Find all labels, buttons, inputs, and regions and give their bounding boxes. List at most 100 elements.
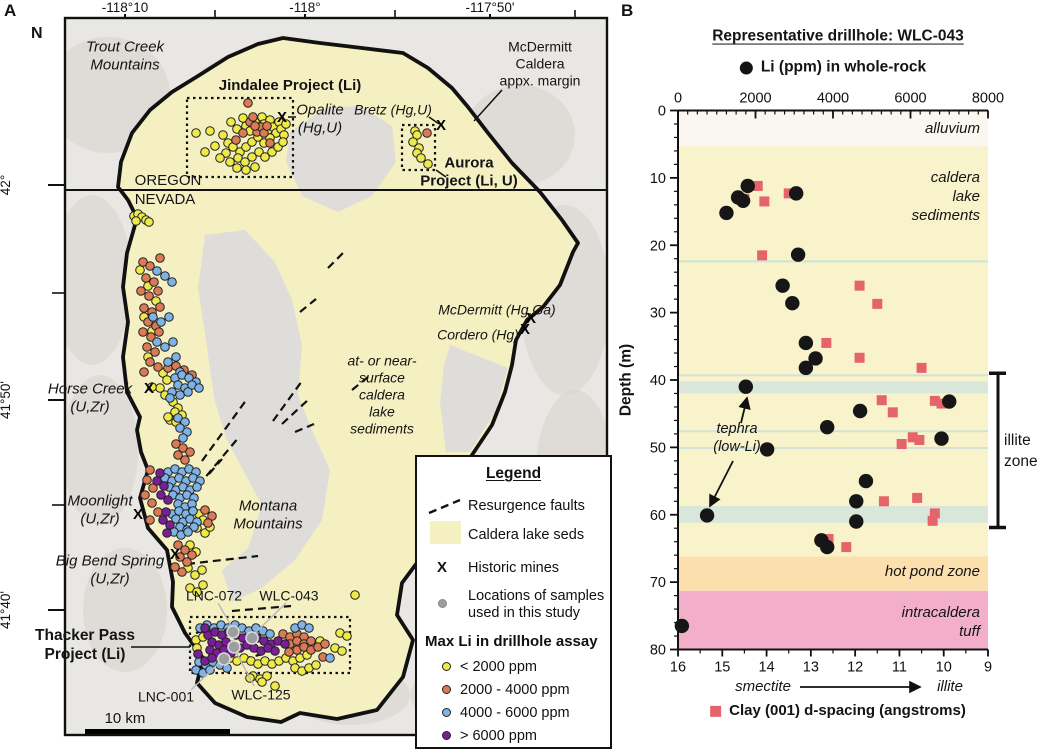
drillhole-dot-orange (173, 540, 183, 550)
aurora-project-box (400, 123, 437, 172)
scale-bar (85, 729, 230, 735)
li-ppm-point (798, 360, 814, 376)
moonlight-mine-label: Moonlight (U,Zr) (67, 492, 133, 528)
caldera-lake-seds-area (118, 38, 578, 722)
drillhole-dot-yellow (281, 119, 291, 129)
drillhole-dot-purple (162, 528, 172, 538)
drillhole-dot-purple (280, 639, 290, 649)
resurgence-fault (186, 554, 259, 566)
depth-tick-label: 60 (650, 508, 666, 524)
zone-label-lake-seds: caldera lake sediments (911, 169, 980, 224)
drillhole-dot-orange (136, 286, 146, 296)
drillhole-dots-blue (148, 266, 335, 678)
top-tick-label: 2000 (739, 91, 771, 107)
top-axis-label: -117°50' (465, 0, 514, 15)
li-circle-icon (739, 61, 753, 75)
li-class-blue-icon (442, 708, 451, 717)
bottom-tick-label: 14 (759, 660, 775, 676)
caldera-margin-note: McDermitt Caldera appx. margin (499, 38, 581, 89)
illite-label: illite (937, 677, 963, 695)
historic-mine-x-marker: X (436, 117, 446, 134)
drillhole-dot-orange (203, 518, 213, 528)
drillhole-dot-orange (180, 545, 190, 555)
drillhole-dot-purple (193, 649, 203, 659)
drillhole-dot-orange (139, 303, 149, 313)
drillhole-dot-purple (156, 490, 166, 500)
drillhole-label-lnc001: LNC-001 (137, 688, 195, 705)
drillhole-dot-orange (182, 557, 192, 567)
li-ppm-point (942, 394, 957, 409)
drillhole-dot-yellow (257, 677, 267, 687)
drillhole-dot-yellow (278, 137, 288, 147)
left-axis-label: 41°40' (0, 591, 13, 629)
drillhole-dot-blue (183, 527, 193, 537)
li-ppm-series (674, 178, 957, 634)
drillhole-dot-orange (262, 121, 272, 131)
drillhole-dot-purple (200, 623, 210, 633)
drillhole-dot-orange (185, 447, 195, 457)
legend-lake-label: Caldera lake seds (468, 527, 585, 543)
terrain-shading (65, 195, 132, 365)
drillhole-dot-orange (145, 465, 155, 475)
li-ppm-point (785, 295, 800, 311)
drillhole-dot-orange (147, 498, 157, 508)
li-series-label: Li (ppm) in whole-rock (760, 58, 927, 76)
drillhole-dot-orange (248, 112, 258, 122)
drillhole-dot-yellow (247, 152, 257, 162)
clay-dspacing-point (896, 439, 907, 450)
drillhole-dot-orange (138, 257, 148, 267)
drillhole-dot-orange (243, 98, 253, 108)
drillhole-dot-yellow (144, 217, 154, 227)
drillhole-dot-purple (158, 515, 168, 525)
jindalee-project-label: Jindalee Project (Li) (218, 76, 362, 94)
drillhole-dot-blue (156, 317, 166, 327)
drillhole-dot-orange (142, 475, 152, 485)
resurgence-fault (299, 298, 317, 313)
li-ppm-point (819, 419, 835, 435)
legend-class-label-1: 2000 - 4000 ppm (460, 682, 570, 698)
tephra-arrow-up (738, 396, 751, 424)
drillhole-dot-yellow (270, 681, 280, 691)
zone-label-hot-pond: hot pond zone (884, 563, 980, 580)
clay-series-label: Clay (001) d-spacing (angstroms) (729, 701, 966, 719)
sample-location-dot (245, 631, 259, 645)
li-ppm-point (808, 351, 823, 366)
drillhole-dot-blue (163, 357, 173, 367)
historic-mine-x-marker: X (170, 546, 180, 563)
depth-tick-label: 10 (650, 171, 666, 187)
drillhole-dot-orange (145, 261, 155, 271)
left-axis-label: 41°50' (0, 381, 13, 419)
drillhole-dot-blue (168, 337, 178, 347)
bottom-tick-label: 9 (984, 660, 992, 676)
resurgence-fault (272, 380, 303, 422)
legend-mine-label: Historic mines (468, 560, 560, 576)
left-axis-label: 42° (0, 175, 13, 195)
pointer-line (473, 89, 503, 122)
drillhole-dot-orange (140, 490, 150, 500)
clay-dspacing-point (887, 407, 898, 418)
resurgence-fault (351, 376, 369, 391)
drillhole-dot-yellow (311, 660, 321, 670)
li-class-purple-icon (442, 731, 451, 740)
drillhole-label-wlc043: WLC-043 (259, 587, 319, 604)
historic-mine-x-marker: X (133, 506, 143, 523)
drillhole-dot-blue (173, 413, 183, 423)
aurora-project-label: Aurora Project (Li, U) (420, 154, 518, 190)
resurgence-fault (208, 458, 223, 475)
drillhole-dot-orange (150, 347, 160, 357)
sample-location-dot-icon (438, 599, 447, 608)
compass-north-label: N (31, 25, 43, 42)
clay-series-legend: Clay (001) d-spacing (angstroms) (710, 702, 966, 720)
legend-sample-label-1: Locations of samples (468, 588, 605, 604)
drillhole-dot-yellow (215, 153, 225, 163)
tephra-band (678, 381, 988, 394)
legend-class-label-0: < 2000 ppm (460, 659, 537, 675)
clay-dspacing-point (854, 352, 865, 363)
drillhole-dot-orange (155, 302, 165, 312)
drillhole-dot-orange (284, 647, 294, 657)
drillhole-dot-orange (141, 273, 151, 283)
drillhole-dot-yellow (412, 130, 422, 140)
fault-line-icon (428, 498, 461, 515)
